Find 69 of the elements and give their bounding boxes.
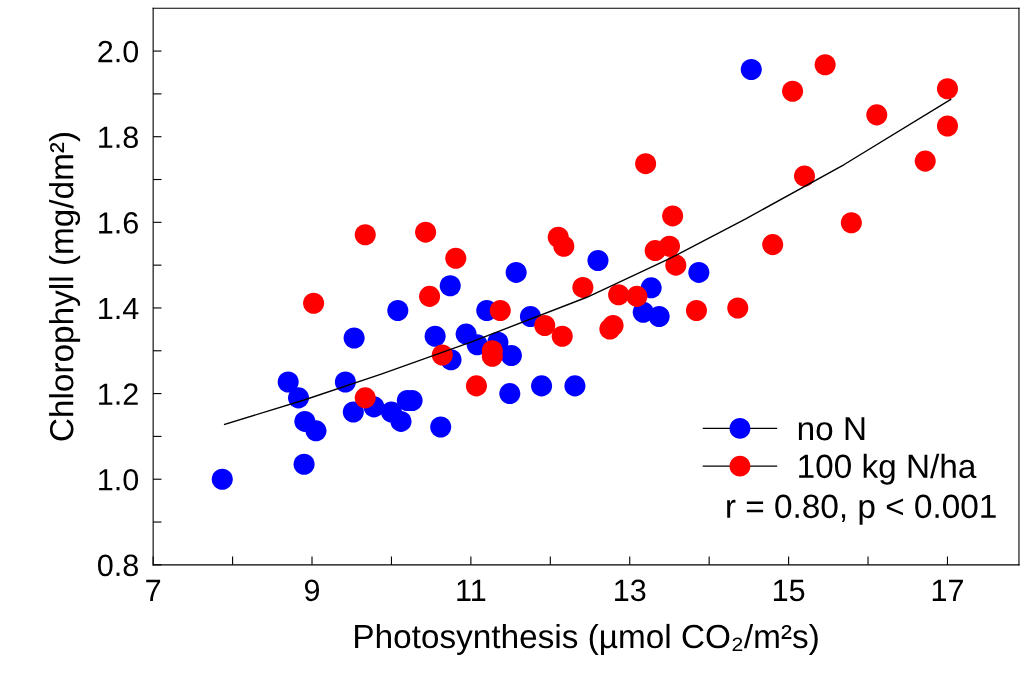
point [354, 224, 376, 246]
point [658, 235, 680, 257]
point [662, 205, 684, 227]
point [465, 375, 487, 397]
point [439, 275, 461, 297]
y-tick-label: 2.0 [98, 40, 139, 63]
point [840, 212, 862, 234]
point [343, 327, 365, 349]
point [866, 104, 888, 126]
y-tick-label: 1.4 [99, 298, 139, 320]
point [531, 375, 553, 397]
y-tick-label: 0.8 [97, 554, 138, 577]
point [626, 285, 648, 307]
point [431, 344, 453, 366]
point [648, 305, 670, 328]
point [419, 285, 441, 307]
y-tick-label: 1.8 [99, 126, 138, 149]
x-tick-label: 9 [304, 579, 320, 602]
point [635, 153, 657, 175]
point [814, 54, 836, 76]
y-tick-label: 1.6 [99, 212, 138, 234]
point [499, 383, 521, 405]
legend-label: no N [798, 417, 865, 441]
point [489, 300, 511, 322]
point [793, 165, 816, 187]
point [387, 300, 409, 322]
point [415, 221, 437, 243]
point [293, 453, 315, 475]
x-tick-label: 7 [146, 579, 161, 601]
point [354, 387, 376, 409]
point [342, 401, 364, 423]
point [688, 261, 710, 283]
point [303, 292, 325, 314]
point [211, 468, 233, 490]
point [587, 249, 609, 271]
point [287, 387, 310, 409]
x-tick-label: 17 [932, 579, 963, 601]
legend-label: 100 kg N/ha [799, 453, 977, 485]
point [740, 58, 762, 81]
x-tick-label: 15 [773, 579, 805, 602]
point [762, 234, 784, 256]
y-axis-title: Chlorophyll (mg/dm²) [49, 133, 81, 441]
point [305, 420, 327, 442]
point [572, 276, 594, 298]
point [608, 284, 630, 306]
point [500, 344, 522, 367]
point [727, 297, 749, 319]
point [534, 314, 556, 337]
point [685, 300, 707, 322]
point [553, 235, 575, 257]
point [390, 410, 412, 432]
point [564, 375, 586, 397]
point [782, 80, 804, 102]
point [551, 325, 573, 347]
y-tick-label: 1.0 [99, 468, 139, 491]
annotation: r = 0.80, p < 0.001 [727, 494, 996, 525]
point [505, 261, 527, 283]
x-tick-label: 13 [615, 579, 646, 602]
point [936, 115, 958, 137]
y-tick-label: 1.2 [99, 383, 138, 405]
point [936, 78, 958, 100]
x-axis-title: Photosynthesis (µmol CO₂/m²s) [355, 623, 818, 655]
x-tick-label: 11 [457, 579, 486, 601]
point [277, 371, 299, 393]
point [914, 150, 936, 172]
point [665, 254, 687, 276]
point [445, 247, 467, 269]
point [424, 325, 446, 347]
point [430, 416, 452, 438]
